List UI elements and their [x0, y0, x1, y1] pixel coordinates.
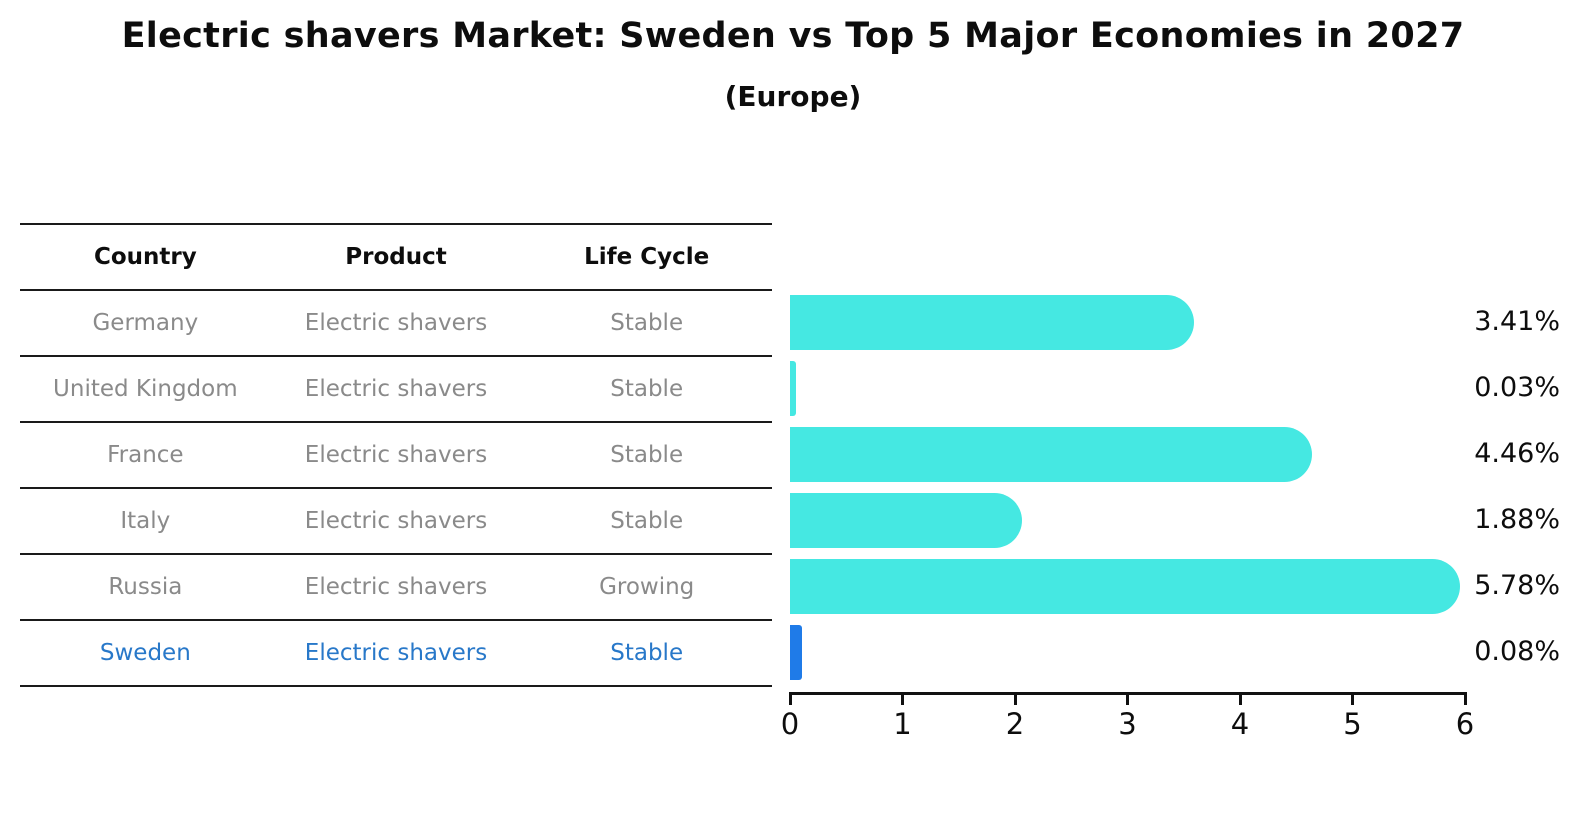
life-cycle-cell: Stable	[610, 442, 684, 468]
value-label-sweden: 0.08%	[1474, 636, 1560, 667]
country-cell: Germany	[92, 310, 199, 336]
x-axis-tick-label: 5	[1343, 707, 1362, 741]
x-axis-tick-label: 0	[780, 707, 800, 741]
bar-italy	[790, 492, 1022, 548]
value-label-russia: 5.78%	[1474, 570, 1560, 601]
product-cell: Electric shavers	[304, 310, 488, 336]
x-axis-tick-label: 1	[893, 707, 912, 741]
x-axis-tick-label: 6	[1455, 707, 1475, 741]
x-axis-tick	[901, 692, 904, 705]
country-table: Country Product Life Cycle Germany Electric …	[20, 223, 772, 687]
chart-subtitle: (Europe)	[724, 80, 862, 113]
value-label-germany: 3.41%	[1474, 306, 1560, 337]
x-axis-tick	[1238, 692, 1242, 705]
table-row-italy: Italy Electric shavers Stable	[20, 487, 772, 553]
value-label-united-kingdom: 0.03%	[1474, 372, 1560, 403]
country-cell: United Kingdom	[53, 376, 238, 402]
bar-plot-area	[790, 223, 1465, 685]
product-cell: Electric shavers	[304, 376, 488, 402]
bar-germany	[790, 294, 1194, 350]
country-cell: Sweden	[99, 640, 191, 666]
bar-france	[790, 426, 1312, 482]
x-axis-tick	[788, 692, 792, 705]
x-axis-tick-label: 3	[1118, 707, 1137, 741]
x-axis-tick-label: 4	[1230, 707, 1250, 741]
table-row-russia: Russia Electric shavers Growing	[20, 553, 772, 619]
product-cell: Electric shavers	[304, 640, 488, 666]
column-header-country: Country	[93, 244, 197, 270]
country-cell: Russia	[108, 574, 183, 600]
x-axis-tick	[1126, 692, 1129, 705]
value-label-italy: 1.88%	[1474, 504, 1560, 535]
product-cell: Electric shavers	[304, 508, 488, 534]
column-header-life-cycle: Life Cycle	[584, 244, 710, 270]
chart-title: Electric shavers Market: Sweden vs Top 5…	[121, 16, 1465, 56]
x-axis-tick	[1463, 692, 1467, 705]
country-cell: France	[107, 442, 184, 468]
country-cell: Italy	[120, 508, 171, 534]
life-cycle-cell: Stable	[610, 376, 684, 402]
table-row-germany: Germany Electric shavers Stable	[20, 289, 772, 355]
bar-sweden	[790, 624, 802, 680]
life-cycle-cell: Stable	[610, 640, 684, 666]
table-header-row: Country Product Life Cycle	[20, 223, 772, 289]
life-cycle-cell: Growing	[599, 574, 695, 600]
bar-united-kingdom	[790, 360, 797, 416]
product-cell: Electric shavers	[304, 442, 488, 468]
table-row-united-kingdom: United Kingdom Electric shavers Stable	[20, 355, 772, 421]
life-cycle-cell: Stable	[610, 310, 684, 336]
column-header-product: Product	[345, 244, 447, 270]
bar-russia	[790, 558, 1461, 614]
life-cycle-cell: Stable	[610, 508, 684, 534]
x-axis-tick-label: 2	[1005, 707, 1025, 741]
product-cell: Electric shavers	[304, 574, 488, 600]
value-label-france: 4.46%	[1474, 438, 1560, 469]
x-axis-tick	[1351, 692, 1354, 705]
table-row-france: France Electric shavers Stable	[20, 421, 772, 487]
x-axis-tick	[1013, 692, 1017, 705]
table-row-sweden: Sweden Electric shavers Stable	[20, 619, 772, 685]
